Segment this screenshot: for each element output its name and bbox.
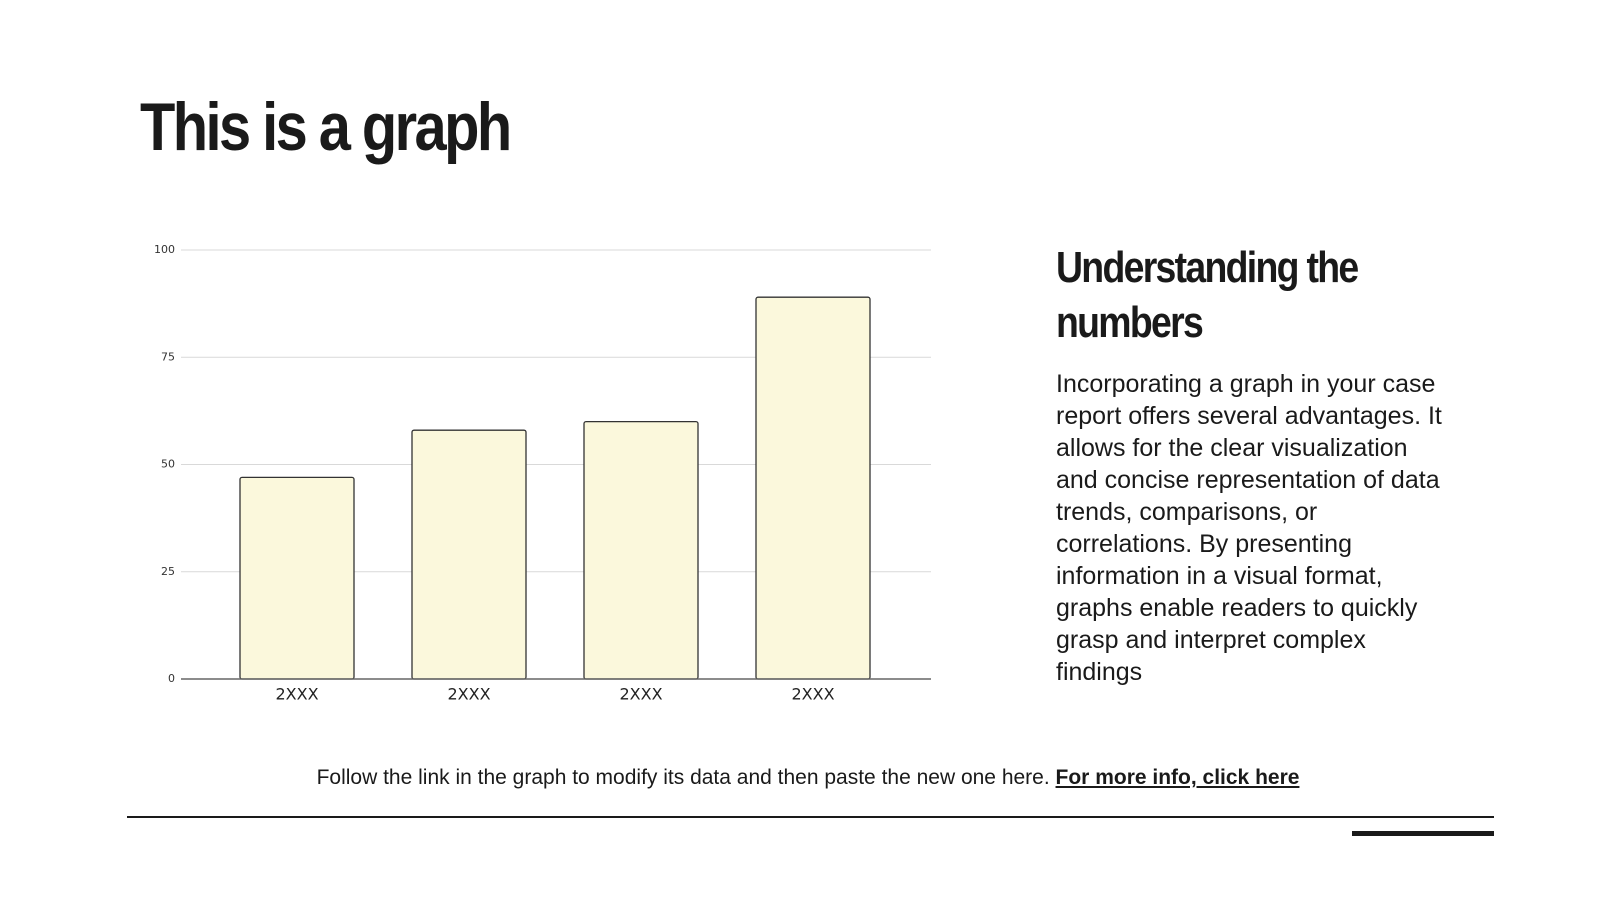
y-tick-label: 75 [161,350,175,363]
chart: 0 25 50 75 100 2XXX 2XXX 2XXX 2XXX [154,243,931,704]
y-tick-label: 25 [161,565,175,578]
x-tick-label: 2XXX [275,685,318,704]
side-heading: Understanding the numbers [1056,243,1359,347]
accent-bar [1352,831,1494,836]
footer: Follow the link in the graph to modify i… [0,766,1600,790]
x-tick-label: 2XXX [791,685,834,704]
bar [411,429,527,680]
y-tick-label: 50 [161,458,175,471]
footer-link[interactable]: For more info, click here [1055,766,1300,789]
y-tick-label: 100 [154,243,175,256]
side-body: Incorporating a graph in your case repor… [1056,370,1442,686]
bar [239,476,355,680]
slide-title: This is a graph [140,89,512,165]
bar [583,420,699,680]
bar [755,296,871,680]
divider [127,816,1494,818]
y-tick-label: 0 [168,672,175,685]
x-tick-label: 2XXX [447,685,490,704]
footer-text: Follow the link in the graph to modify i… [316,766,1050,789]
x-tick-label: 2XXX [619,685,662,704]
